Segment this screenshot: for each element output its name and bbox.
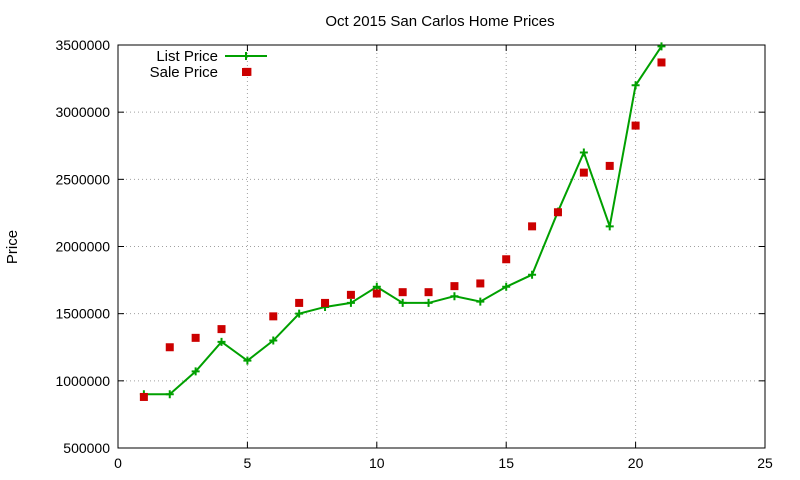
series-layer [139,42,666,401]
list-price-point [165,390,174,399]
y-tick-label: 3000000 [55,104,110,120]
sale-price-point [528,222,537,231]
sale-price-point [424,288,433,297]
list-price-point [398,298,407,307]
x-tick-label: 15 [498,455,514,471]
sale-price-point [165,343,174,352]
sale-price-point [191,333,200,342]
list-price-point [502,282,511,291]
sale-price-point [631,121,640,130]
sale-price-point [605,161,614,170]
legend-marker-sale-price [242,68,250,76]
x-tick-label: 25 [757,455,773,471]
list-price-point [605,222,614,231]
x-tick-label: 10 [369,455,385,471]
x-tick-label: 0 [114,455,122,471]
list-price-point [269,336,278,345]
grid-lines [118,45,765,448]
sale-price-point [657,58,666,67]
y-tick-label: 500000 [63,440,110,456]
list-price-point [243,356,252,365]
list-price-point [295,309,304,318]
sale-price-point [295,298,304,307]
y-axis-label: Price [4,230,21,264]
axis-ticks: 0 5 10 15 20 25 500000 1000000 1500000 2000000 250… [55,37,773,471]
list-price-point [191,367,200,376]
list-price-point [346,298,355,307]
y-tick-label: 2000000 [55,239,110,255]
list-price-point [631,81,640,90]
y-tick-label: 3500000 [55,37,110,53]
sale-price-point [450,282,459,291]
sale-price-point [579,168,588,177]
sale-price-point [139,392,148,401]
x-tick-label: 20 [628,455,644,471]
y-tick-label: 2500000 [55,171,110,187]
y-tick-label: 1500000 [55,306,110,322]
legend-marker-list-price [242,52,250,60]
list-price-point [579,148,588,157]
sale-price-point [372,289,381,298]
list-price-point [424,298,433,307]
sale-price-point [346,290,355,299]
list-price-point [528,270,537,279]
legend-label-sale-price: Sale Price [150,64,218,81]
sale-price-point [476,279,485,288]
sale-price-point [321,298,330,307]
list-price-point [217,337,226,346]
sale-price-point [217,325,226,334]
plot-frame [117,44,766,449]
list-price-point [372,282,381,291]
sale-price-point [269,312,278,321]
list-price-point [450,292,459,301]
sale-price-point [553,208,562,217]
list-price-point [476,297,485,306]
chart-title: Oct 2015 San Carlos Home Prices [325,13,554,30]
legend-label-list-price: List Price [156,48,218,65]
sale-price-point [502,255,511,264]
x-tick-label: 5 [244,455,252,471]
sale-price-point [398,288,407,297]
y-tick-label: 1000000 [55,373,110,389]
list-price-point [657,42,666,51]
